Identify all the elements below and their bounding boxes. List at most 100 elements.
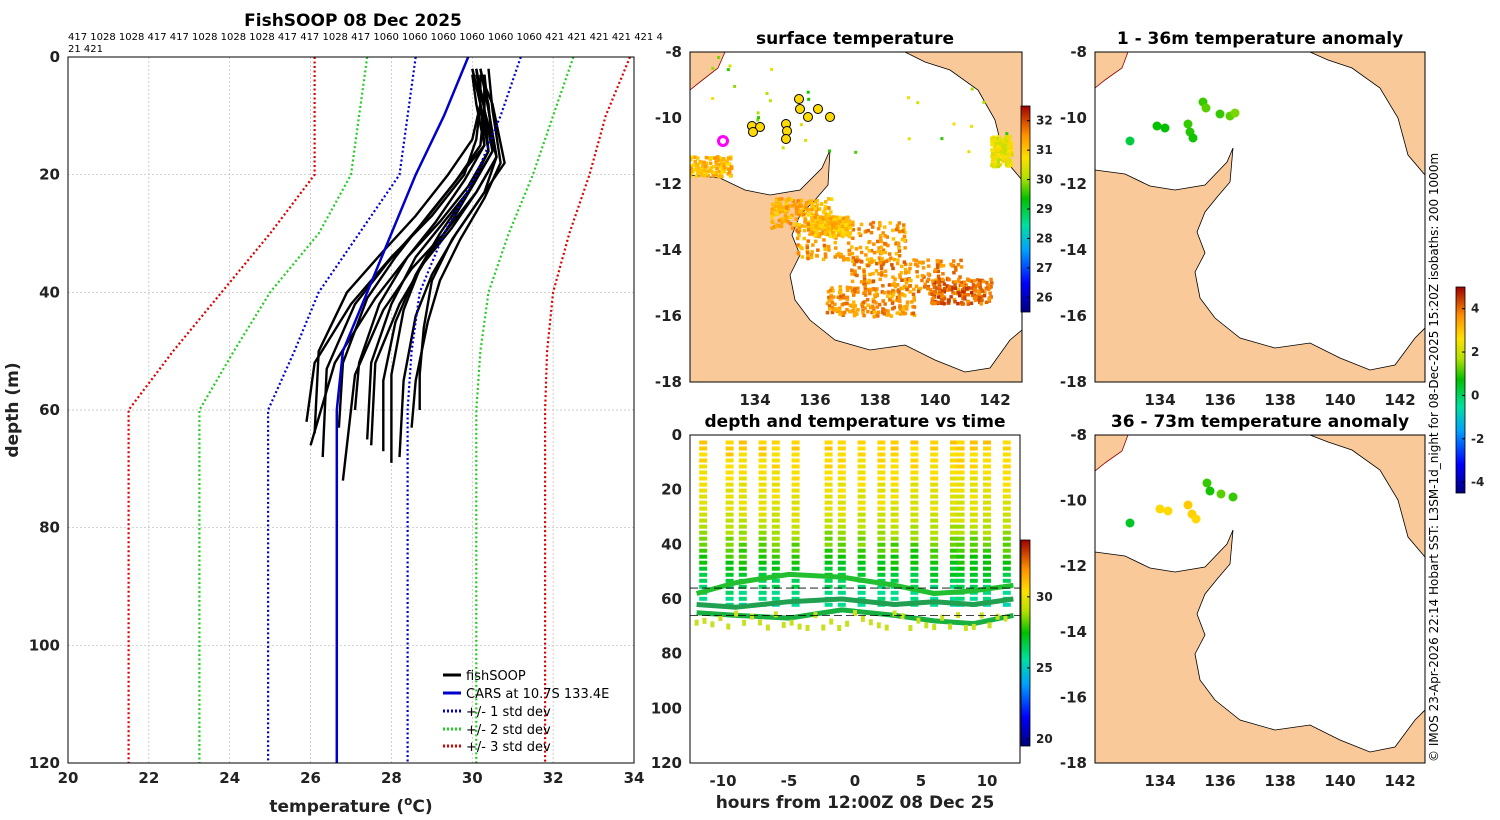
dive-segment: [890, 524, 899, 529]
dive-segment: [738, 542, 747, 547]
sst-track-point: [717, 135, 729, 147]
anomaly-cb-tick-2: 2: [1471, 345, 1479, 359]
sst-pixel: [893, 284, 898, 289]
anomaly2-x-tick-138: 138: [1264, 772, 1295, 790]
sst-pixel: [866, 263, 870, 268]
surface-cb-tick-31: 31: [1036, 143, 1053, 157]
sst-pixel: [853, 289, 857, 294]
dive-segment: [837, 470, 846, 475]
anomaly2-y-tick-m14: -14: [1060, 623, 1087, 641]
sst-pixel: [853, 304, 857, 308]
sst-pixel: [957, 277, 961, 282]
sst-pixel: [873, 293, 877, 297]
depth-time-frame: [689, 434, 1021, 764]
sst-pixel: [912, 298, 916, 302]
dive-segment: [824, 476, 833, 481]
dive-segment: [738, 506, 747, 511]
bottom-point: [987, 622, 992, 629]
dive-segment: [956, 536, 965, 541]
anomaly2-point: [1202, 478, 1212, 488]
dive-segment: [969, 596, 978, 601]
sst-pixel: [941, 272, 945, 276]
sst-pixel: [933, 301, 937, 306]
depthtime-cb-tick-30: 30: [1036, 590, 1053, 604]
dive-segment: [950, 518, 958, 523]
sst-pixel: [861, 308, 865, 313]
dive-segment: [824, 536, 833, 541]
sst-patches: [674, 56, 1014, 319]
sst-pixel: [868, 240, 872, 244]
sst-pixel: [859, 250, 864, 255]
sst-pixel: [901, 229, 905, 233]
sst-pixel: [817, 233, 822, 237]
sst-pixel: [844, 227, 848, 232]
anomaly1-x-ticks: 134 136 138 140 142: [1144, 391, 1415, 409]
sst-pixel: [821, 257, 826, 262]
dive-segment: [969, 518, 978, 523]
series--2-std: [475, 57, 575, 763]
sst-pixel: [854, 150, 858, 154]
dive-segment: [725, 446, 734, 451]
profile-title: FishSOOP 08 Dec 2025: [244, 11, 462, 31]
dive-segment: [956, 548, 965, 553]
sst-pixel: [936, 274, 941, 279]
sst-pixel: [773, 225, 777, 229]
dive-segment: [930, 440, 939, 445]
sst-pixel: [845, 231, 850, 235]
sst-pixel: [880, 290, 885, 294]
dive-segment: [758, 548, 767, 553]
dive-segment: [956, 446, 965, 451]
sst-pixel: [886, 243, 890, 248]
dive-segment: [950, 452, 958, 457]
sst-pixel: [715, 155, 720, 159]
sst-pixel: [1005, 136, 1009, 140]
sst-pixel: [726, 172, 730, 176]
sst-pixel: [876, 314, 880, 318]
sst-pixel: [796, 199, 800, 203]
sst-pixel: [706, 169, 710, 173]
dive-segment: [890, 488, 899, 493]
dive-segment: [857, 506, 866, 511]
sst-pixel: [848, 303, 853, 307]
x-tick-30: 30: [462, 769, 483, 787]
sst-pixel: [682, 161, 686, 165]
dive-segment: [725, 518, 734, 523]
dive-segment: [791, 602, 800, 607]
dive-segment: [758, 572, 767, 577]
dive-segment: [930, 554, 939, 559]
sst-pixel: [990, 163, 994, 168]
dt-y-tick-0: 0: [672, 426, 682, 444]
sst-pixel: [790, 204, 795, 208]
sst-pixel: [996, 164, 1001, 169]
dive-segment: [738, 530, 747, 535]
dive-segment: [910, 536, 919, 541]
dive-segment: [930, 494, 939, 499]
sst-pixel: [674, 156, 678, 160]
dive-segment: [950, 578, 958, 583]
sst-pixel: [838, 290, 843, 295]
sst-pixel: [828, 216, 832, 221]
dive-segment: [824, 494, 833, 499]
dive-segment: [725, 482, 734, 487]
dive-segment: [837, 554, 846, 559]
sst-pixel: [852, 306, 856, 311]
sst-pixel: [838, 286, 843, 291]
x-tick-26: 26: [300, 769, 321, 787]
sst-pixel: [778, 197, 782, 201]
sst-pixel: [881, 231, 885, 235]
dive-segment: [983, 470, 991, 475]
dive-segment: [837, 518, 846, 523]
dive-segment: [771, 512, 780, 517]
dive-segment: [699, 536, 708, 541]
dive-segment: [758, 500, 767, 505]
sst-pixel: [960, 283, 965, 287]
dive-segment: [725, 554, 734, 559]
sst-pixel: [869, 248, 874, 253]
profile-y-label: depth (m): [3, 362, 23, 457]
sst-pixel: [905, 307, 909, 311]
sst-pixel: [913, 262, 918, 267]
dive-segment: [837, 512, 846, 517]
x-tick-24: 24: [219, 769, 240, 787]
dive-segment: [738, 596, 747, 601]
sst-pixel: [1009, 150, 1014, 155]
